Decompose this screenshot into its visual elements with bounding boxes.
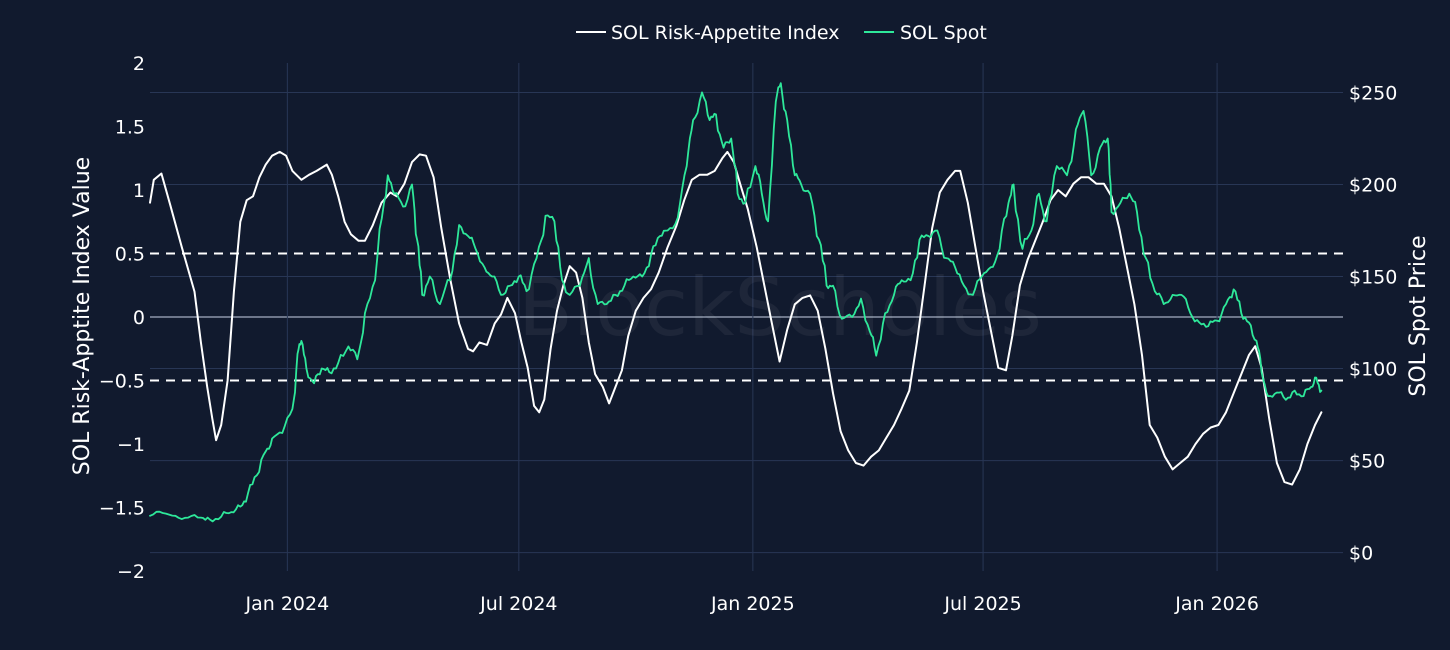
right-tick-label: $100 — [1349, 359, 1397, 381]
left-tick-label: −1.5 — [99, 498, 145, 520]
x-tick-label: Jan 2025 — [710, 593, 795, 615]
left-tick-label: 0 — [133, 307, 145, 329]
x-tick-label: Jul 2025 — [943, 593, 1021, 615]
series-line-sol-spot — [149, 82, 1323, 523]
left-axis-title: SOL Risk-Apptite Index Value — [70, 157, 95, 475]
right-tick-label: $50 — [1349, 451, 1385, 473]
left-tick-label: 2 — [133, 53, 145, 75]
legend[interactable]: SOL Risk-Appetite Index SOL Spot — [576, 22, 987, 44]
x-tick-label: Jul 2024 — [479, 593, 557, 615]
left-tick-label: −2 — [117, 561, 145, 583]
x-axis-ticks: Jan 2024 Jul 2024 Jan 2025 Jul 2025 Jan 2026 — [245, 593, 1259, 615]
right-tick-label: $150 — [1349, 267, 1397, 289]
x-tick-label: Jan 2024 — [245, 593, 330, 615]
legend-label-spot[interactable]: SOL Spot — [900, 22, 987, 44]
right-axis-title: SOL Spot Price — [1406, 235, 1431, 396]
grid — [150, 63, 1343, 571]
left-tick-label: 1 — [133, 180, 145, 202]
x-tick-label: Jan 2026 — [1174, 593, 1259, 615]
series-line-risk-appetite-index — [149, 150, 1323, 486]
right-tick-label: $200 — [1349, 174, 1397, 196]
left-axis-ticks: 2 1.5 1 0.5 0 −0.5 −1 −1.5 −2 — [99, 53, 145, 583]
right-tick-label: $250 — [1349, 82, 1397, 104]
series-layer — [149, 82, 1323, 523]
right-tick-label: $0 — [1349, 543, 1373, 565]
left-tick-label: 0.5 — [115, 244, 145, 266]
left-tick-label: −1 — [117, 434, 145, 456]
watermark: BlockScholes — [518, 261, 1042, 354]
right-axis-ticks: $0 $50 $100 $150 $200 $250 — [1349, 82, 1397, 564]
left-tick-label: −0.5 — [99, 371, 145, 393]
left-tick-label: 1.5 — [115, 117, 145, 139]
legend-label-index[interactable]: SOL Risk-Appetite Index — [611, 22, 839, 44]
